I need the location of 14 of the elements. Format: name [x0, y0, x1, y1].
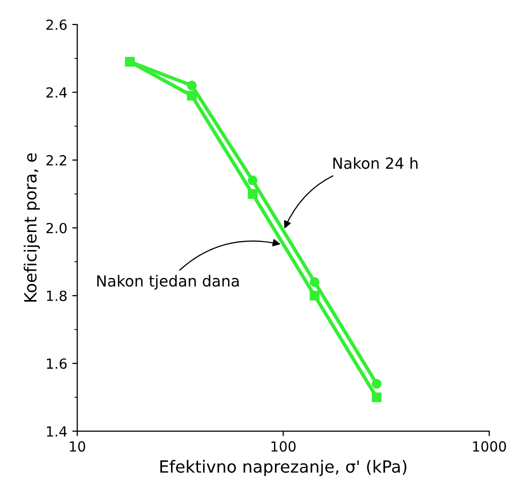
y-tick-label: 2.6: [46, 19, 67, 30]
x-axis-title: Efektivno naprezanje, σ' (kPa): [160, 460, 406, 476]
y-tick-label: 2.0: [46, 222, 67, 234]
x-tick-label: 10: [70, 441, 86, 452]
y-tick-label: 1.6: [46, 358, 67, 369]
annotation: Nakon tjedan dana: [97, 274, 239, 290]
y-tick-label: 1.8: [46, 290, 67, 302]
y-tick-label: 2.2: [46, 155, 66, 166]
y-tick-label: 2.4: [46, 87, 67, 98]
annotation: Nakon 24 h: [333, 157, 418, 169]
x-tick-label: 100: [272, 441, 296, 452]
x-tick-label: 1000: [473, 441, 506, 452]
y-tick-label: 1.4: [46, 426, 67, 436]
y-axis-title: Koeficijent pora, e: [24, 153, 40, 302]
